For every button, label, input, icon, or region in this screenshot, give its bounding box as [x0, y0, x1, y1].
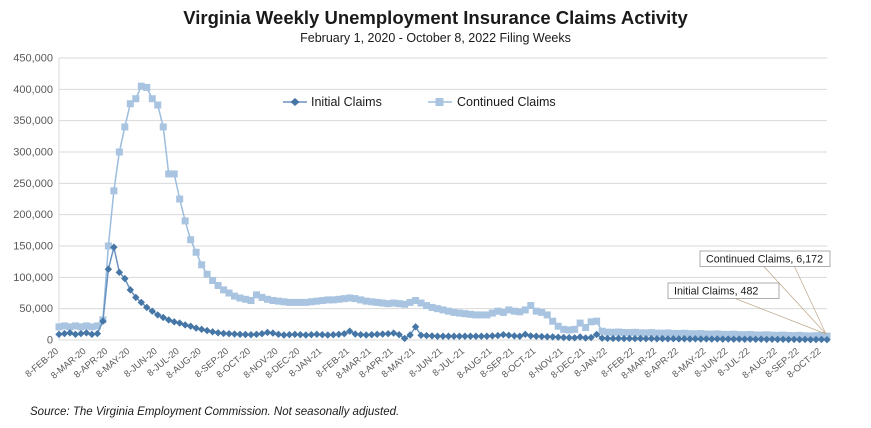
- svg-text:Initial Claims: Initial Claims: [311, 95, 382, 109]
- svg-text:350,000: 350,000: [13, 115, 53, 127]
- svg-text:50,000: 50,000: [19, 303, 53, 315]
- svg-text:0: 0: [47, 335, 53, 347]
- svg-text:450,000: 450,000: [13, 53, 53, 65]
- svg-text:200,000: 200,000: [13, 209, 53, 221]
- svg-text:150,000: 150,000: [13, 241, 53, 253]
- svg-text:300,000: 300,000: [13, 147, 53, 159]
- svg-text:250,000: 250,000: [13, 178, 53, 190]
- svg-text:400,000: 400,000: [13, 84, 53, 96]
- svg-text:Initial Claims, 482: Initial Claims, 482: [674, 286, 758, 298]
- svg-text:Continued Claims: Continued Claims: [457, 95, 556, 109]
- svg-text:Continued Claims, 6,172: Continued Claims, 6,172: [706, 254, 823, 266]
- svg-text:100,000: 100,000: [13, 272, 53, 284]
